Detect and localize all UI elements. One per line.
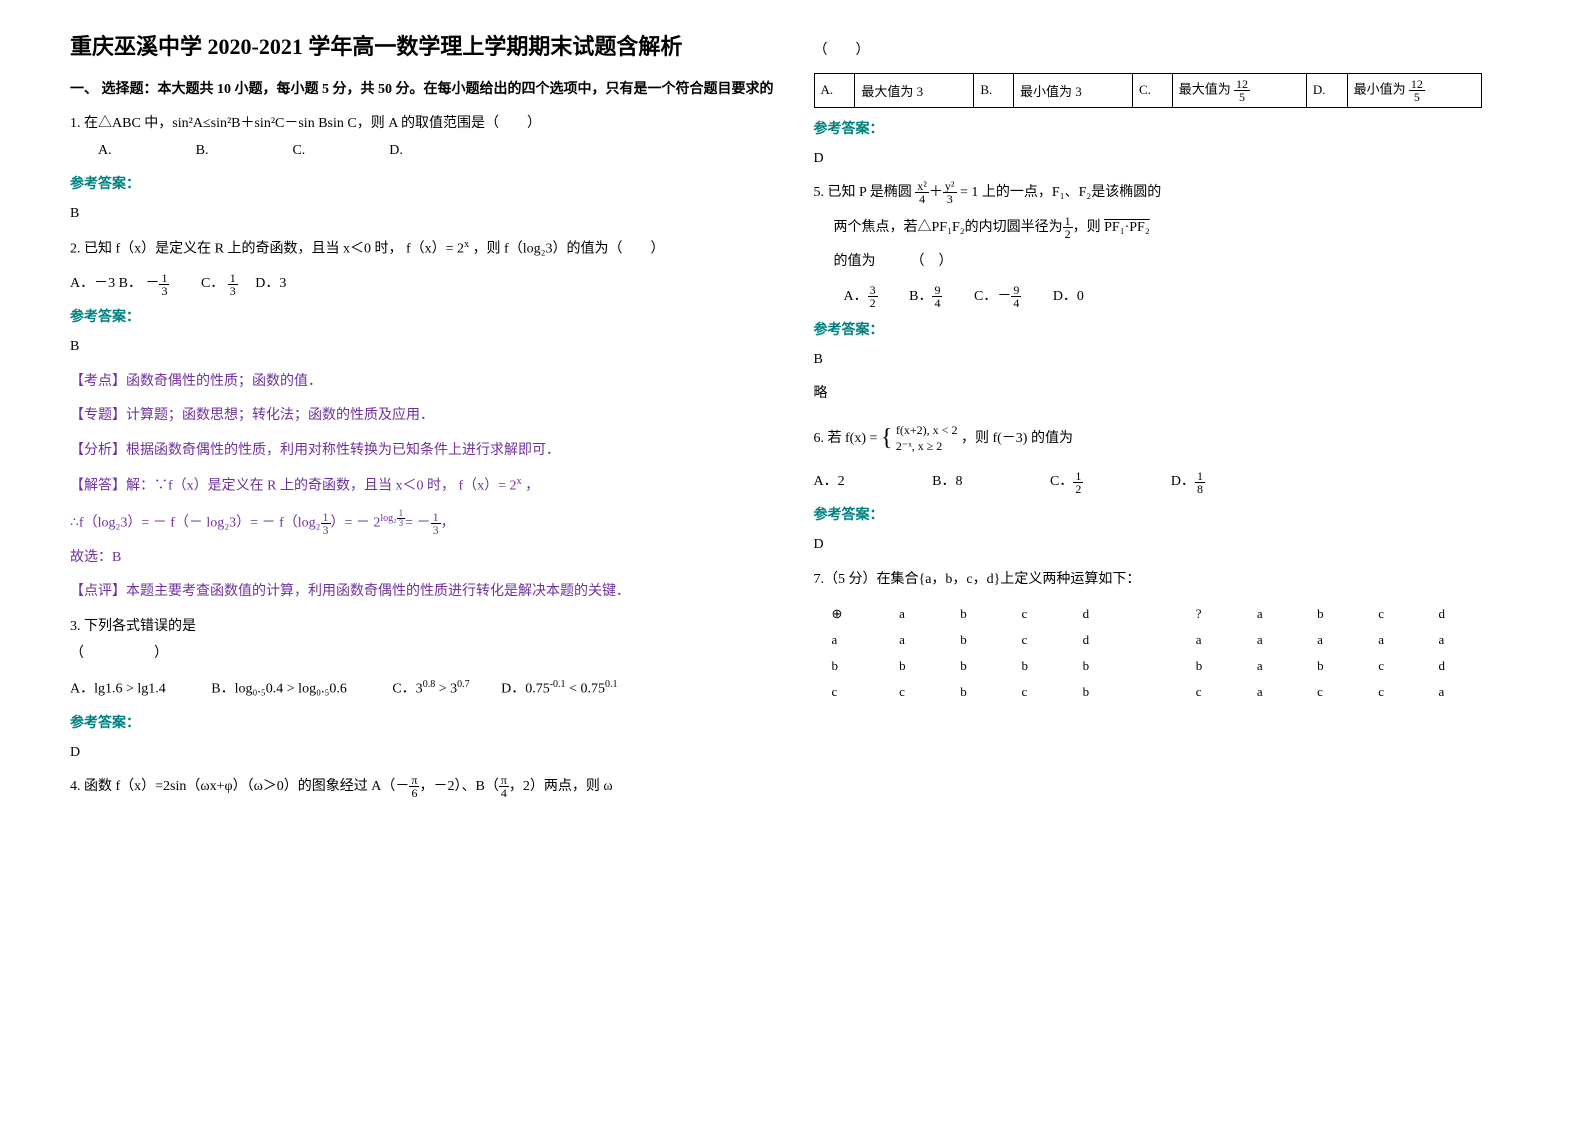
q5-answer: B <box>814 347 1518 374</box>
page-title: 重庆巫溪中学 2020-2021 学年高一数学理上学期期末试题含解析 <box>70 30 774 63</box>
fraction: 13 <box>159 272 169 297</box>
answer-label: 参考答案： <box>814 504 1518 524</box>
q2-answer: B <box>70 334 774 361</box>
q6-options: A．2 B．8 C．12 D．18 <box>814 469 1518 496</box>
table-cell: D. <box>1306 73 1347 107</box>
q2-fx-exp: x <box>464 239 469 250</box>
question-2: 2. 已知 f（x）是定义在 R 上的奇函数，且当 x＜0 时， f（x）= 2… <box>70 235 774 263</box>
table-cell: 最大值为 125 <box>1172 73 1306 107</box>
question-1: 1. 在△ABC 中，sin²A≤sin²B＋sin²C－sin Bsin C，… <box>70 111 774 164</box>
q2-note7: 【点评】本题主要考查函数值的计算，利用函数奇偶性的性质进行转化是解决本题的关键． <box>70 579 774 606</box>
q2-note5: ∴f（log₂3）= － f（－ log₂3）= － f（log₂13）= － … <box>70 509 774 537</box>
q2-note1: 【考点】函数奇偶性的性质；函数的值． <box>70 369 774 396</box>
table-cell: C. <box>1133 73 1173 107</box>
q7-operation-table: ⊕abcd?abcd aabcdaaaaa bbbbbbabcd ccbcbca… <box>814 601 1482 705</box>
q2-note2: 【专题】计算题；函数思想；转化法；函数的性质及应用． <box>70 403 774 430</box>
q5-line3: 的值为 （ ） <box>814 249 1518 276</box>
q2-note4: 【解答】解：∵f（x）是定义在 R 上的奇函数，且当 x＜0 时， f（x）= … <box>70 472 774 500</box>
q4-paren: （ ） <box>814 38 1518 65</box>
table-cell: 最小值为 3 <box>1014 73 1133 107</box>
q6-answer: D <box>814 532 1518 559</box>
table-row: ccbcbcacca <box>814 679 1482 705</box>
question-4: 4. 函数 f（x）=2sin（ωx+φ）（ω＞0）的图象经过 A（－π6，－2… <box>70 774 774 801</box>
q1-text: 1. 在△ABC 中，sin²A≤sin²B＋sin²C－sin Bsin C，… <box>70 111 774 138</box>
table-cell: B. <box>974 73 1014 107</box>
q5-answer2: 略 <box>814 381 1518 408</box>
q1-options: A. B. C. D. <box>70 138 774 165</box>
table-cell: 最小值为 125 <box>1347 73 1481 107</box>
answer-label: 参考答案： <box>814 118 1518 138</box>
q2-neg: － <box>145 276 159 291</box>
q2-optD: D．3 <box>241 276 286 291</box>
question-5: 5. 已知 P 是椭圆 x²4＋y²3 = 1 上的一点，F₁、F₂是该椭圆的 <box>814 180 1518 207</box>
q2-prefix: 2. 已知 f（x）是定义在 R 上的奇函数，且当 x＜0 时， <box>70 242 403 257</box>
table-row: aabcdaaaaa <box>814 627 1482 653</box>
q2-fx: f（x）= 2 <box>406 242 464 257</box>
answer-label: 参考答案： <box>814 319 1518 339</box>
q4-answer: D <box>814 146 1518 173</box>
table-row: bbbbbbabcd <box>814 653 1482 679</box>
q4-options-table: A. 最大值为 3 B. 最小值为 3 C. 最大值为 125 D. 最小值为 … <box>814 73 1482 108</box>
q2-options: A．－3 B． －13 C． 13 D．3 <box>70 271 774 298</box>
answer-label: 参考答案： <box>70 173 774 193</box>
q2-optC: C． <box>173 276 224 291</box>
q3-paren: （ ） <box>70 641 774 668</box>
question-7: 7.（5 分）在集合{a，b，c，d}上定义两种运算如下： <box>814 567 1518 594</box>
table-row: ⊕abcd?abcd <box>814 601 1482 627</box>
q5-options: A．32 B．94 C．－94 D．0 <box>814 284 1518 311</box>
question-6: 6. 若 f(x) = { f(x+2), x < 2 2⁻ˣ, x ≥ 2 ，… <box>814 416 1518 462</box>
q2-note3: 【分析】根据函数奇偶性的性质，利用对称性转换为已知条件上进行求解即可． <box>70 438 774 465</box>
q3-options: A．lg1.6 > lg1.4 B．log₀.₅0.4 > log₀.₅0.6 … <box>70 675 774 703</box>
fraction: 13 <box>228 272 238 297</box>
q2-suffix: ，则 f（log₂3）的值为（ ） <box>473 242 665 257</box>
q2-optA-pre: A．－3 B． <box>70 276 142 291</box>
q3-text: 3. 下列各式错误的是 <box>70 614 774 641</box>
table-cell: A. <box>814 73 855 107</box>
answer-label: 参考答案： <box>70 712 774 732</box>
q2-note6: 故选：B <box>70 545 774 572</box>
right-column: （ ） A. 最大值为 3 B. 最小值为 3 C. 最大值为 125 D. 最… <box>794 30 1538 1092</box>
q5-line2: 两个焦点，若△PF₁F₂的内切圆半径为12，则 PF₁·PF₂ <box>814 215 1518 242</box>
question-3: 3. 下列各式错误的是 （ ） <box>70 614 774 667</box>
section-heading: 一、 选择题：本大题共 10 小题，每小题 5 分，共 50 分。在每小题给出的… <box>70 79 774 101</box>
answer-label: 参考答案： <box>70 306 774 326</box>
brace-icon: { <box>881 425 893 451</box>
table-cell: 最大值为 3 <box>855 73 974 107</box>
left-column: 重庆巫溪中学 2020-2021 学年高一数学理上学期期末试题含解析 一、 选择… <box>50 30 794 1092</box>
q3-answer: D <box>70 740 774 767</box>
q1-answer: B <box>70 201 774 228</box>
